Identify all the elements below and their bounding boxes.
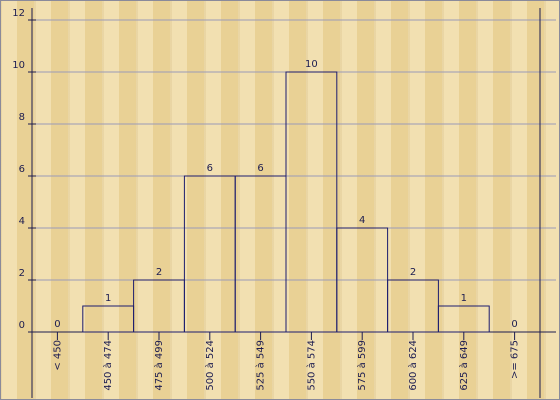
x-tick-label: 550 à 574	[305, 340, 317, 391]
bar	[285, 71, 338, 333]
bar	[82, 305, 135, 333]
bar	[183, 175, 236, 333]
bar	[387, 279, 439, 333]
x-tick-label: 525 à 549	[255, 340, 267, 391]
y-tick-label: 8	[19, 112, 25, 123]
y-tick-label: 12	[12, 8, 25, 19]
x-tick-label: 475 à 499	[153, 340, 165, 391]
x-tick-label: >= 675	[510, 340, 521, 379]
value-label: 1	[105, 293, 111, 304]
x-tick-label: < 450	[52, 340, 63, 371]
bar	[234, 175, 287, 333]
y-tick-label: 6	[19, 164, 25, 175]
x-tick-label: 600 à 624	[407, 340, 419, 391]
value-label: 0	[54, 319, 60, 330]
value-label: 4	[359, 215, 365, 226]
value-label: 6	[257, 163, 263, 174]
y-tick-label: 2	[19, 268, 25, 279]
x-tick-label: 575 à 599	[356, 340, 368, 391]
x-tick-label: 500 à 524	[204, 340, 216, 391]
y-tick-label: 10	[12, 60, 25, 71]
value-label: 6	[207, 163, 213, 174]
bar	[437, 305, 490, 333]
y-tick-label: 0	[19, 320, 25, 331]
x-tick-label: 450 à 474	[102, 340, 114, 391]
value-label: 0	[511, 319, 517, 330]
y-tick-label: 4	[19, 216, 25, 227]
value-label: 10	[305, 59, 318, 70]
value-label: 2	[410, 267, 416, 278]
value-label: 1	[461, 293, 467, 304]
x-tick-label: 625 à 649	[458, 340, 470, 391]
value-label: 2	[156, 267, 162, 278]
bar	[133, 279, 185, 333]
